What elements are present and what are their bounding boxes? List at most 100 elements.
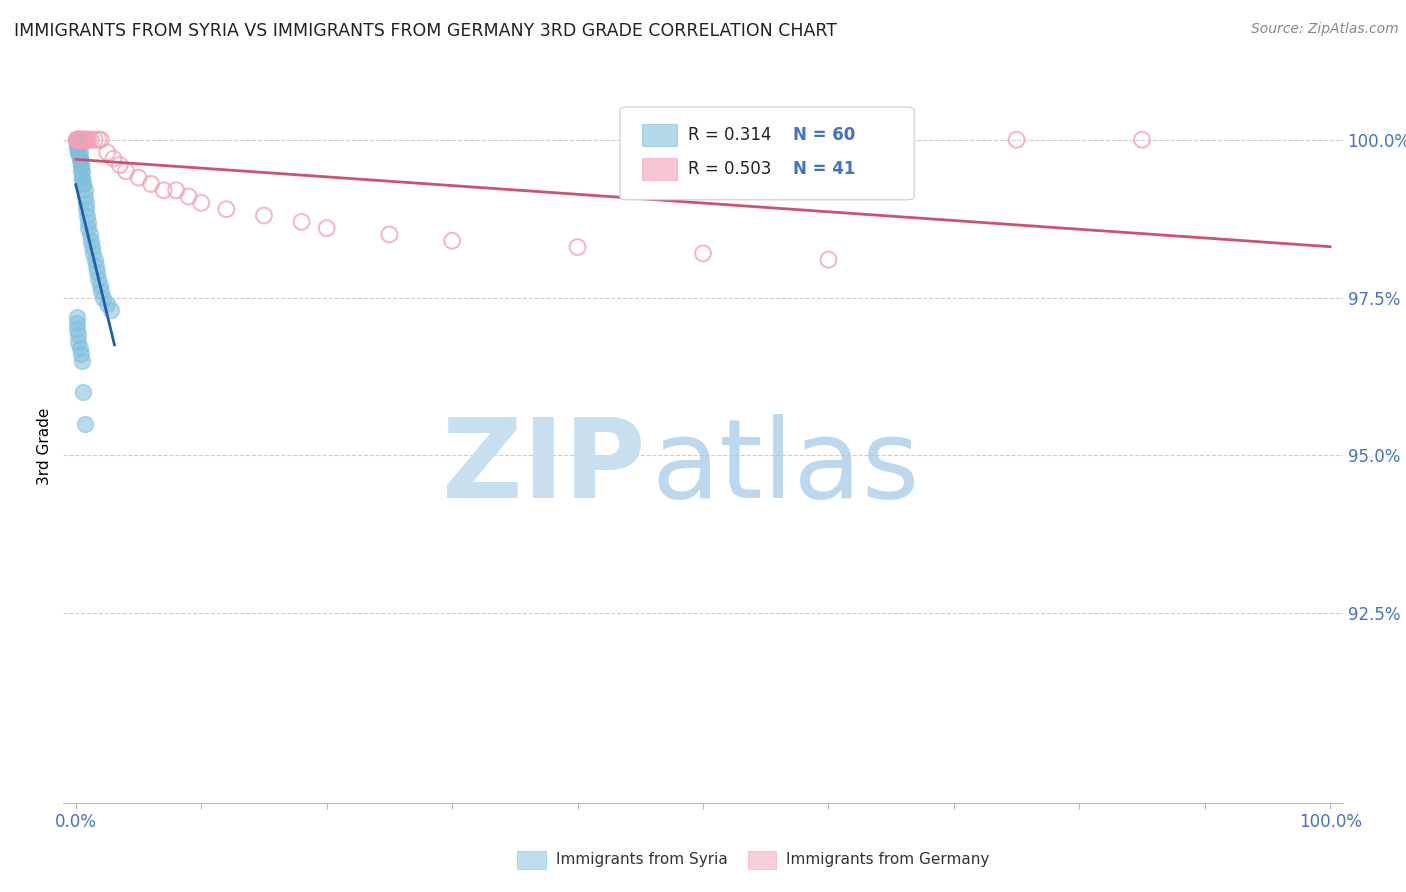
Point — [69, 341, 91, 355]
Point — [96, 297, 118, 311]
Point — [100, 303, 122, 318]
Point — [73, 183, 96, 197]
Point — [72, 133, 94, 147]
Point — [87, 133, 110, 147]
Point — [72, 177, 94, 191]
Point — [165, 183, 187, 197]
Text: Immigrants from Germany: Immigrants from Germany — [786, 853, 990, 867]
Point — [1005, 133, 1028, 147]
Point — [70, 353, 93, 368]
Point — [378, 227, 401, 242]
Point — [89, 277, 111, 292]
Point — [69, 164, 91, 178]
Point — [190, 195, 212, 210]
Point — [69, 152, 91, 166]
Point — [67, 133, 90, 147]
Point — [1130, 133, 1153, 147]
Point — [66, 133, 89, 147]
Point — [115, 164, 138, 178]
Point — [72, 385, 94, 400]
Point — [66, 133, 89, 147]
Point — [441, 234, 464, 248]
Point — [84, 259, 107, 273]
Text: R = 0.314: R = 0.314 — [688, 126, 770, 144]
Point — [70, 133, 93, 147]
Point — [291, 215, 314, 229]
Point — [69, 145, 91, 160]
Point — [77, 215, 100, 229]
Point — [77, 133, 100, 147]
Point — [567, 240, 589, 254]
Point — [67, 139, 90, 153]
Point — [67, 139, 90, 153]
Point — [128, 170, 150, 185]
Point — [72, 177, 94, 191]
Point — [67, 133, 90, 147]
Point — [93, 291, 115, 305]
Text: Immigrants from Syria: Immigrants from Syria — [555, 853, 728, 867]
Point — [69, 133, 91, 147]
Point — [76, 133, 98, 147]
Point — [75, 202, 97, 217]
Point — [76, 209, 98, 223]
Point — [79, 227, 101, 242]
Point — [80, 234, 103, 248]
Point — [70, 164, 93, 178]
Point — [66, 133, 89, 147]
Point — [253, 209, 276, 223]
Point — [66, 133, 89, 147]
Point — [66, 133, 89, 147]
Point — [67, 145, 90, 160]
Point — [87, 271, 110, 285]
Text: Source: ZipAtlas.com: Source: ZipAtlas.com — [1251, 22, 1399, 37]
Point — [66, 133, 89, 147]
Text: ZIP: ZIP — [441, 414, 645, 521]
Point — [315, 221, 337, 235]
Point — [70, 170, 93, 185]
Point — [66, 133, 89, 147]
Point — [139, 177, 162, 191]
Point — [66, 322, 89, 336]
Point — [69, 133, 91, 147]
Point — [75, 195, 97, 210]
Text: N = 60: N = 60 — [793, 126, 855, 144]
Point — [69, 347, 91, 361]
Point — [69, 152, 91, 166]
Text: N = 41: N = 41 — [793, 161, 855, 178]
Point — [69, 133, 91, 147]
Point — [82, 246, 104, 260]
Point — [215, 202, 238, 217]
Text: IMMIGRANTS FROM SYRIA VS IMMIGRANTS FROM GERMANY 3RD GRADE CORRELATION CHART: IMMIGRANTS FROM SYRIA VS IMMIGRANTS FROM… — [14, 22, 837, 40]
Point — [67, 334, 90, 349]
Point — [86, 265, 108, 279]
Point — [66, 310, 89, 324]
Point — [66, 133, 89, 147]
Point — [69, 158, 91, 172]
Point — [77, 221, 100, 235]
Point — [66, 133, 89, 147]
Point — [152, 183, 174, 197]
Point — [817, 252, 839, 267]
Point — [69, 133, 91, 147]
Point — [692, 246, 714, 260]
Point — [177, 189, 200, 203]
Point — [73, 189, 96, 203]
Point — [65, 133, 87, 147]
Bar — [748, 851, 776, 869]
Point — [90, 285, 112, 299]
Point — [66, 133, 89, 147]
Bar — [517, 851, 546, 869]
Point — [67, 133, 90, 147]
Point — [67, 328, 90, 343]
Point — [83, 133, 105, 147]
Point — [82, 240, 104, 254]
Point — [90, 133, 112, 147]
Point — [70, 170, 93, 185]
FancyBboxPatch shape — [620, 107, 914, 200]
Bar — [641, 159, 678, 180]
Point — [66, 139, 89, 153]
Point — [75, 133, 97, 147]
Point — [67, 139, 90, 153]
Point — [66, 133, 89, 147]
Point — [67, 145, 90, 160]
